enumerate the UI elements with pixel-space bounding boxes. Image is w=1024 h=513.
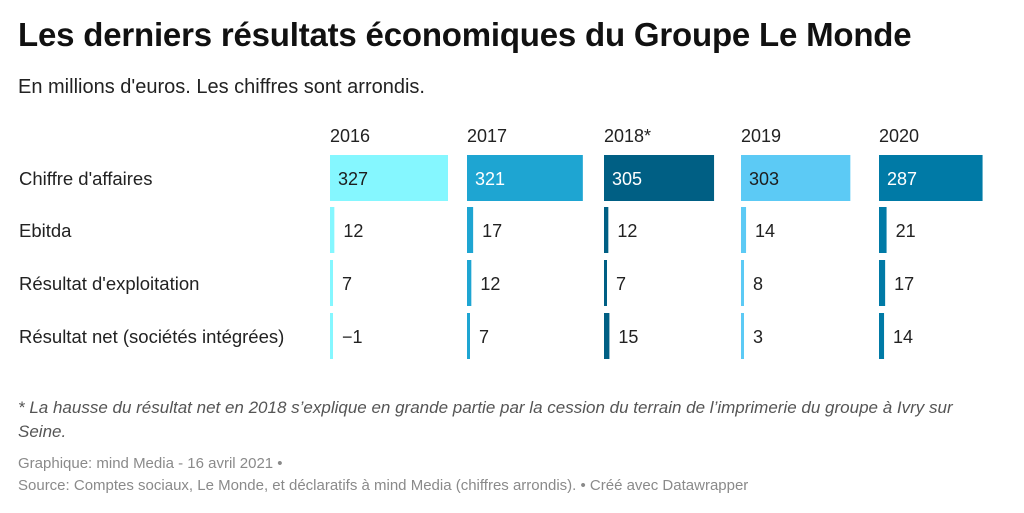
data-label: 14 <box>755 221 775 241</box>
bar <box>467 260 472 306</box>
column-label: 2016 <box>330 126 370 146</box>
bar <box>741 207 747 253</box>
row-label: Chiffre d'affaires <box>19 168 152 189</box>
data-label: −1 <box>342 327 363 347</box>
bar <box>467 313 470 359</box>
data-label: 287 <box>887 169 917 189</box>
bar-chart: 2016 2017 2018* 2019 2020 Chiffre d'affaires E… <box>19 126 983 359</box>
credit-line: Graphique: mind Media - 16 avril 2021 • <box>18 455 283 472</box>
bar <box>879 155 983 201</box>
data-label: 303 <box>749 169 779 189</box>
bar <box>330 313 333 359</box>
row-label: Ebitda <box>19 220 72 241</box>
data-label: 15 <box>618 327 638 347</box>
row-label: Résultat net (sociétés intégrées) <box>19 326 284 347</box>
column-label: 2018* <box>604 126 651 146</box>
bar <box>604 155 715 201</box>
data-label: 21 <box>896 221 916 241</box>
bar <box>604 313 610 359</box>
bar <box>879 207 887 253</box>
bar <box>741 155 851 201</box>
data-label: 12 <box>480 274 500 294</box>
chart-title: Les derniers résultats économiques du Gr… <box>18 16 912 53</box>
data-label: 7 <box>342 274 352 294</box>
column-label: 2019 <box>741 126 781 146</box>
data-label: 305 <box>612 169 642 189</box>
data-label: 12 <box>617 221 637 241</box>
bar <box>330 207 335 253</box>
column-label: 2017 <box>467 126 507 146</box>
data-label: 12 <box>343 221 363 241</box>
bar <box>741 260 744 306</box>
data-label: 17 <box>894 274 914 294</box>
bar <box>741 313 744 359</box>
bar <box>330 260 333 306</box>
data-label: 3 <box>753 327 763 347</box>
bar <box>604 207 609 253</box>
column-label: 2020 <box>879 126 919 146</box>
data-label: 17 <box>482 221 502 241</box>
data-label: 8 <box>753 274 763 294</box>
data-label: 14 <box>893 327 913 347</box>
data-label: 327 <box>338 169 368 189</box>
source-line: Source: Comptes sociaux, Le Monde, et dé… <box>18 477 749 494</box>
data-label: 7 <box>479 327 489 347</box>
bar <box>879 313 885 359</box>
data-label: 321 <box>475 169 505 189</box>
bar <box>330 155 448 201</box>
bar <box>467 155 583 201</box>
chart-subtitle: En millions d'euros. Les chiffres sont a… <box>18 76 425 98</box>
bar <box>467 207 474 253</box>
bar <box>879 260 886 306</box>
row-label: Résultat d'exploitation <box>19 273 199 294</box>
data-label: 7 <box>616 274 626 294</box>
bar <box>604 260 607 306</box>
footnote: * La hausse du résultat net en 2018 s’ex… <box>18 398 953 441</box>
